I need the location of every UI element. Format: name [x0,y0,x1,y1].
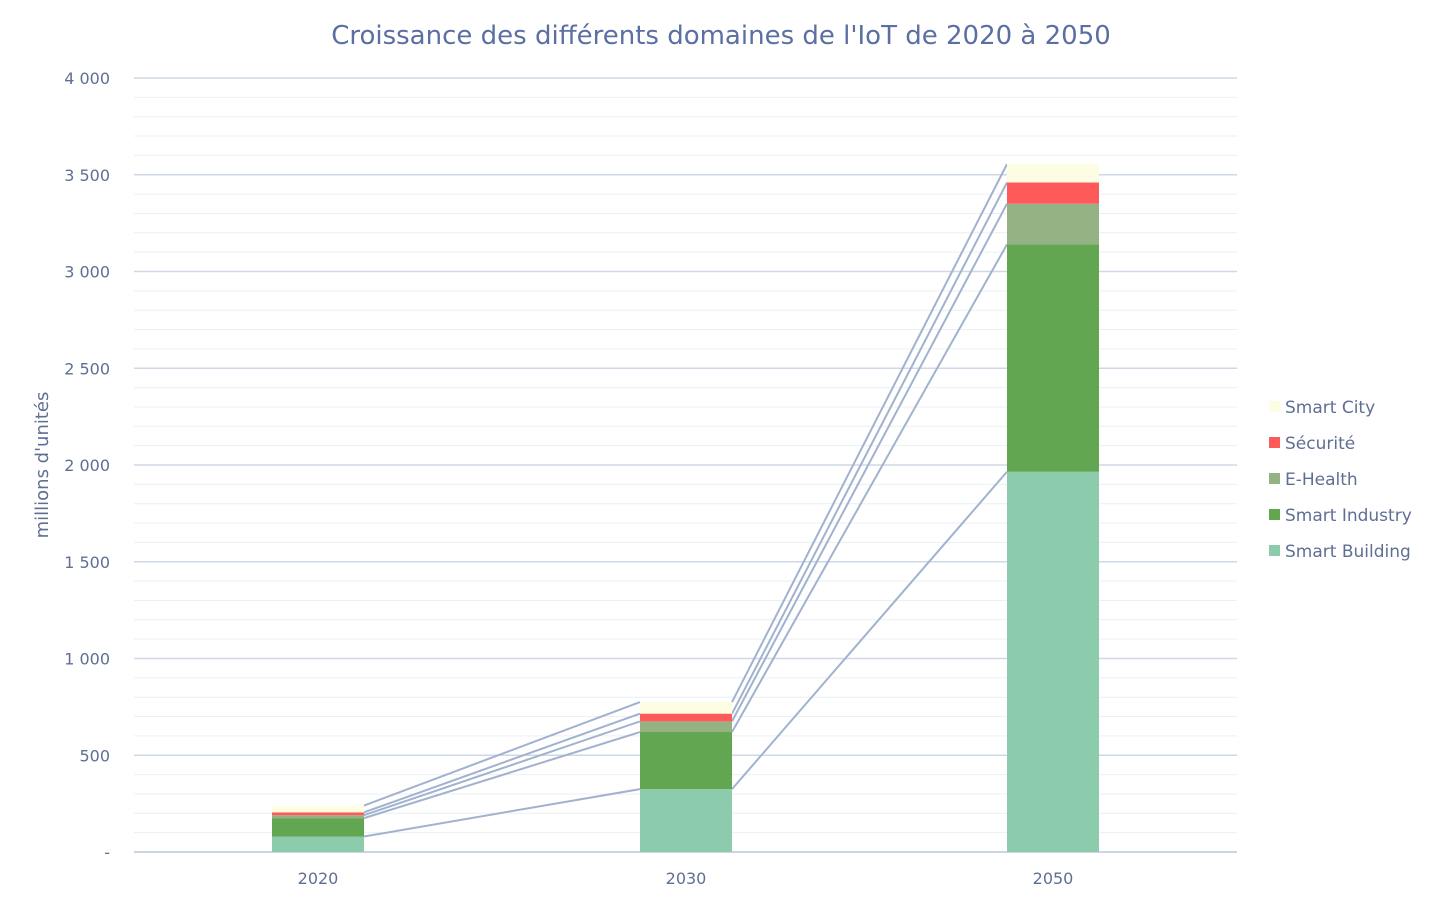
y-tick-label: 3 500 [64,166,110,185]
chart-title: Croissance des différents domaines de l'… [331,21,1111,51]
y-tick-label: 1 500 [64,553,110,572]
bar-segment [272,815,364,819]
y-tick-label: 1 000 [64,650,110,669]
x-tick-label: 2050 [1033,869,1074,888]
series-line [731,182,1008,715]
bar-segment [1007,182,1099,204]
series-line [363,701,641,807]
series-connector-lines [363,163,1008,838]
y-tick-label: 3 000 [64,263,110,282]
bar-segment [640,721,732,733]
bar-segment [640,789,732,852]
series-line [363,731,641,820]
legend-label: E-Health [1285,470,1358,490]
bars [272,164,1099,852]
legend-swatch [1269,437,1280,448]
bar-segment [1007,244,1099,472]
series-line [363,720,641,817]
bar-segment [640,713,732,722]
y-axis-ticks: - 500 1 000 1 500 2 000 2 500 3 000 3 500 4 000 [64,69,110,862]
bar-segment [1007,203,1099,245]
legend-swatch [1269,509,1280,520]
series-line [731,243,1008,733]
legend-label: Sécurité [1285,434,1355,454]
y-tick-label: 2 000 [64,456,110,475]
series-line [731,471,1008,790]
legend-label: Smart Building [1285,542,1411,562]
bar-segment [272,805,364,813]
bar-segment [640,732,732,790]
y-tick-label: 500 [79,746,110,765]
series-line [731,163,1008,703]
legend-swatch [1269,401,1280,412]
series-line [363,712,641,814]
series-line [363,788,641,838]
bar-segment [640,702,732,714]
y-tick-label: 2 500 [64,359,110,378]
y-tick-label: 4 000 [64,69,110,88]
legend: Smart City Sécurité E-Health Smart Industry… [1269,398,1412,562]
bar-segment [1007,471,1099,852]
x-tick-label: 2030 [666,869,707,888]
y-axis-label: millions d'unités [32,392,53,539]
bar-segment [272,812,364,816]
legend-swatch [1269,473,1280,484]
bar-segment [272,836,364,852]
legend-label: Smart Industry [1285,506,1412,526]
bar-segment [272,818,364,837]
y-tick-label: - [104,843,110,862]
series-line [731,203,1008,722]
legend-label: Smart City [1285,398,1375,418]
legend-swatch [1269,545,1280,556]
x-axis-ticks: 2020 2030 2050 [298,869,1074,888]
x-tick-label: 2020 [298,869,339,888]
bar-segment [1007,164,1099,183]
